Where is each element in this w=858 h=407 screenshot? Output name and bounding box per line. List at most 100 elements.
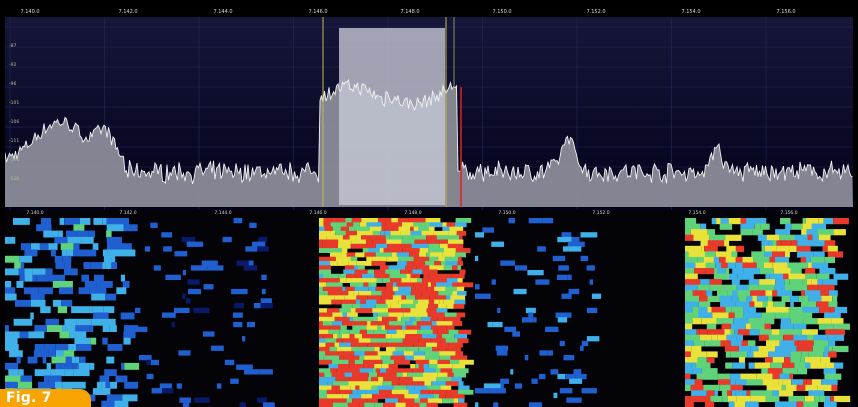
spectrum-panel[interactable]: -87 -92 -96 -101 -106 -111 -116 -120 (5, 17, 853, 210)
waterfall-cell (349, 316, 353, 322)
waterfall-cell (690, 229, 708, 236)
waterfall-cell (329, 325, 341, 331)
waterfall-cell (426, 376, 437, 382)
waterfall-cell (44, 375, 49, 383)
waterfall-cell (454, 222, 467, 228)
waterfall-cell (694, 268, 706, 275)
waterfall-cell (186, 298, 191, 304)
waterfall-cell (68, 344, 77, 351)
waterfall-cell (791, 223, 803, 230)
waterfall-cell (398, 398, 415, 404)
waterfall-cell (730, 340, 742, 347)
waterfall-cell (455, 351, 464, 357)
waterfall-cell (806, 279, 812, 286)
waterfall-cell (159, 383, 172, 389)
waterfall-cell (406, 261, 414, 266)
waterfall-cell (106, 243, 121, 251)
waterfall-cell (758, 284, 775, 291)
waterfall-cell (400, 230, 411, 236)
waterfall-cell (335, 291, 349, 296)
waterfall-cell (403, 312, 420, 318)
waterfall-cell (500, 260, 515, 266)
waterfall-cell (704, 251, 716, 258)
waterfall-cell (450, 222, 455, 228)
waterfall-cell (92, 388, 104, 395)
waterfall-cell (398, 381, 412, 387)
waterfall-cell (412, 381, 419, 387)
waterfall-cell (527, 270, 544, 276)
waterfall-cell (786, 295, 791, 302)
waterfall-cell (11, 362, 19, 370)
waterfall-cell (709, 284, 721, 291)
waterfall-cell (451, 376, 462, 382)
waterfall-cell (5, 236, 10, 244)
waterfall-cell (685, 223, 701, 230)
waterfall-cell (146, 359, 151, 366)
waterfall-cell (54, 255, 63, 263)
waterfall-cell (406, 385, 415, 391)
waterfall-cell (753, 256, 770, 264)
waterfall-cell (829, 345, 833, 353)
waterfall-cell (717, 379, 731, 386)
waterfall-cell (834, 306, 848, 314)
waterfall-cell (319, 368, 331, 374)
waterfall-cell (366, 243, 376, 249)
waterfall-cell (754, 223, 761, 230)
waterfall-cell (398, 218, 409, 223)
waterfall-cell (760, 223, 770, 230)
waterfall-cell (758, 334, 769, 341)
waterfall-cell (711, 306, 726, 314)
waterfall-cell (389, 273, 407, 279)
waterfall-cell (357, 389, 366, 395)
waterfall-cell (695, 262, 706, 269)
waterfall-cell (383, 248, 388, 253)
waterfall-cell (428, 282, 432, 288)
waterfall-cell (538, 373, 546, 380)
waterfall-cell (801, 329, 818, 336)
frequency-tick: 7.150.0 (492, 9, 512, 15)
waterfall-cell (692, 290, 706, 297)
waterfall-cell (411, 243, 429, 249)
waterfall-cell (801, 290, 805, 297)
waterfall-cell (362, 248, 369, 253)
waterfall-cell (52, 281, 66, 288)
waterfall-cell (456, 230, 467, 236)
waterfall-cell (731, 390, 736, 397)
waterfall-cell (16, 356, 21, 364)
waterfall-cell (719, 295, 732, 302)
waterfall-cell (736, 334, 743, 341)
waterfall-cell (51, 249, 56, 257)
waterfall-cell (791, 351, 802, 358)
waterfall-cell (750, 395, 766, 403)
waterfall-cell (340, 325, 347, 331)
waterfall-cell (375, 359, 383, 365)
waterfall-cell (337, 368, 348, 374)
waterfall-cell (784, 218, 791, 225)
waterfall-cell (789, 373, 793, 380)
waterfall-panel[interactable]: 7.140.0 7.142.0 7.144.0 7.146.0 7.148.0 … (5, 210, 853, 407)
waterfall-cell (697, 256, 704, 264)
waterfall-cell (435, 368, 441, 374)
waterfall-cell (174, 251, 188, 257)
waterfall-cell (444, 256, 459, 262)
waterfall-cell (453, 398, 459, 404)
waterfall-cell (354, 286, 369, 292)
waterfall-cell (493, 402, 499, 407)
waterfall-cell (457, 261, 464, 266)
waterfall-cell (727, 262, 736, 269)
waterfall-cell (450, 295, 466, 301)
waterfall-cell (366, 256, 373, 262)
waterfall-cell (59, 362, 73, 370)
waterfall-cell (443, 299, 455, 305)
waterfall-cell (722, 395, 728, 403)
waterfall-cell (397, 261, 407, 266)
waterfall-cell (825, 395, 831, 403)
waterfall-cell (830, 395, 835, 403)
waterfall-cell (73, 243, 80, 251)
waterfall-cell (5, 281, 12, 288)
waterfall-cell (487, 321, 493, 328)
waterfall-cell (359, 385, 372, 391)
filter-passband[interactable] (339, 28, 445, 205)
waterfall-cell (354, 359, 364, 365)
waterfall-cell (457, 291, 467, 296)
